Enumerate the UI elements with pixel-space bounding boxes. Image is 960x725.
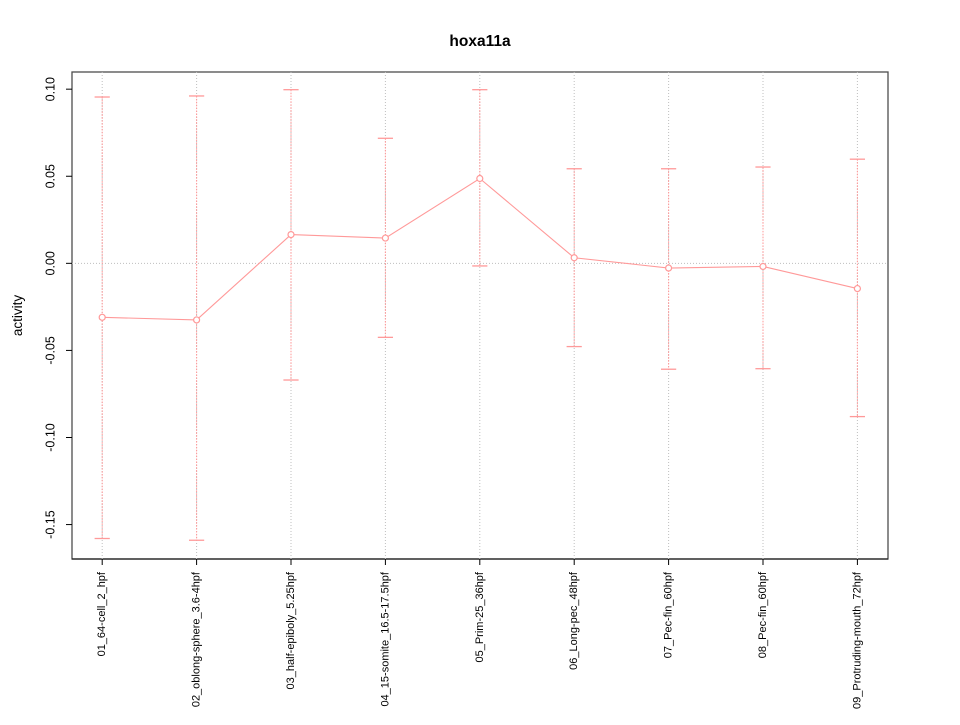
svg-text:03_half-epiboly_5.25hpf: 03_half-epiboly_5.25hpf bbox=[285, 571, 297, 689]
svg-text:hoxa11a: hoxa11a bbox=[449, 33, 511, 50]
svg-text:06_Long-pec_48hpf: 06_Long-pec_48hpf bbox=[568, 571, 580, 670]
svg-text:07_Pec-fin_60hpf: 07_Pec-fin_60hpf bbox=[663, 571, 675, 658]
svg-text:-0.15: -0.15 bbox=[44, 510, 58, 539]
svg-text:0.00: 0.00 bbox=[44, 251, 58, 275]
svg-text:02_oblong-sphere_3.6-4hpf: 02_oblong-sphere_3.6-4hpf bbox=[191, 571, 203, 707]
svg-text:09_Protruding-mouth_72hpf: 09_Protruding-mouth_72hpf bbox=[851, 571, 863, 709]
svg-text:activity: activity bbox=[10, 295, 25, 337]
svg-text:0.05: 0.05 bbox=[44, 164, 58, 188]
svg-text:0.10: 0.10 bbox=[44, 77, 58, 101]
svg-text:04_15-somite_16.5-17.5hpf: 04_15-somite_16.5-17.5hpf bbox=[379, 571, 391, 706]
svg-text:05_Prim-25_36hpf: 05_Prim-25_36hpf bbox=[474, 571, 486, 662]
svg-text:-0.10: -0.10 bbox=[44, 423, 58, 452]
svg-text:-0.05: -0.05 bbox=[44, 336, 58, 365]
svg-text:01_64-cell_2_hpf: 01_64-cell_2_hpf bbox=[96, 571, 108, 656]
svg-text:08_Pec-fin_60hpf: 08_Pec-fin_60hpf bbox=[757, 571, 769, 658]
